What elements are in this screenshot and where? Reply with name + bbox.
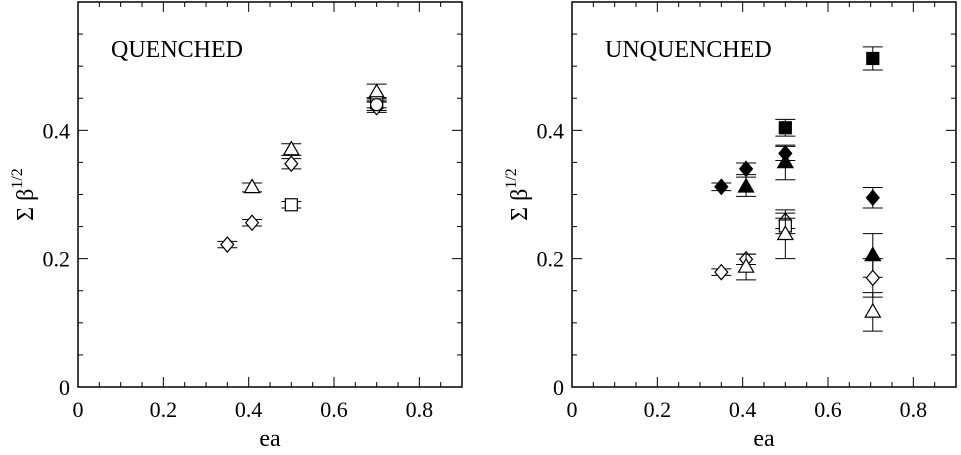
quenched-axis-ticks: 0 0.2 0.4 0.6 0.8 0 0.2 0.4	[43, 1, 463, 422]
unquenched-y-axis-label-main: Σ β	[507, 189, 533, 221]
unquenched-y-tick-label: 0	[553, 375, 564, 400]
unquenched-x-axis-label: ea	[753, 426, 775, 452]
quenched-panel-title: QUENCHED	[111, 37, 243, 63]
unquenched-x-tick-label: 0.2	[644, 397, 672, 422]
quenched-panel: QUENCHED ea Σ β1/2 0 0.2 0.4 0.6 0.8 0 0.2 0.4	[9, 1, 463, 452]
unquenched-data-points	[711, 46, 883, 332]
unquenched-y-tick-label: 0.4	[537, 118, 565, 143]
quenched-y-tick-label: 0.2	[43, 247, 71, 272]
unquenched-point-filled-triangle	[776, 153, 794, 169]
unquenched-y-axis-label: Σ β1/2	[503, 168, 533, 221]
quenched-y-axis-label-exponent: 1/2	[9, 168, 26, 188]
quenched-y-axis-label: Σ β1/2	[9, 168, 39, 221]
quenched-point-open-diamond	[220, 236, 235, 253]
quenched-y-axis-label-main: Σ β	[13, 189, 39, 221]
unquenched-axis-ticks: 0 0.2 0.4 0.6 0.8 0 0.2 0.4	[537, 1, 957, 422]
quenched-x-tick-label: 0.4	[235, 397, 263, 422]
unquenched-point-filled-diamond	[865, 189, 880, 207]
quenched-data-points	[217, 83, 387, 253]
unquenched-x-tick-label: 0.4	[729, 397, 757, 422]
unquenched-point-filled-diamond	[714, 178, 729, 196]
quenched-y-tick-label: 0	[59, 375, 70, 400]
unquenched-point-open-diamond	[714, 263, 729, 281]
unquenched-point-open-triangle	[864, 302, 882, 318]
unquenched-x-tick-label: 0.6	[814, 397, 842, 422]
quenched-x-axis-label: ea	[259, 426, 281, 452]
quenched-point-open-circle	[370, 98, 384, 112]
quenched-x-tick-label: 0.8	[406, 397, 434, 422]
quenched-point-open-diamond	[284, 155, 299, 173]
unquenched-point-filled-square	[778, 121, 792, 135]
unquenched-point-filled-square	[866, 51, 880, 66]
quenched-x-tick-label: 0	[73, 397, 84, 422]
unquenched-point-filled-triangle	[737, 177, 755, 193]
unquenched-point-open-triangle	[737, 257, 755, 273]
unquenched-x-tick-label: 0	[567, 397, 578, 422]
unquenched-x-tick-label: 0.8	[900, 397, 928, 422]
quenched-x-tick-label: 0.2	[150, 397, 178, 422]
unquenched-panel: UNQUENCHED ea Σ β1/2 0 0.2 0.4 0.6 0.8 0 0.2 0.…	[503, 1, 957, 452]
unquenched-y-axis-label-exponent: 1/2	[503, 168, 520, 188]
unquenched-point-open-triangle	[776, 225, 794, 241]
quenched-point-open-triangle	[368, 83, 386, 99]
unquenched-point-filled-diamond	[738, 160, 754, 178]
quenched-point-open-triangle	[243, 178, 261, 194]
quenched-point-open-triangle	[282, 140, 300, 156]
quenched-x-tick-label: 0.6	[320, 397, 348, 422]
quenched-point-open-square	[284, 198, 298, 212]
quenched-y-tick-label: 0.4	[43, 118, 71, 143]
unquenched-point-open-diamond	[865, 269, 880, 287]
quenched-point-open-diamond	[244, 214, 260, 232]
unquenched-panel-title: UNQUENCHED	[605, 37, 772, 63]
unquenched-y-tick-label: 0.2	[537, 247, 565, 272]
